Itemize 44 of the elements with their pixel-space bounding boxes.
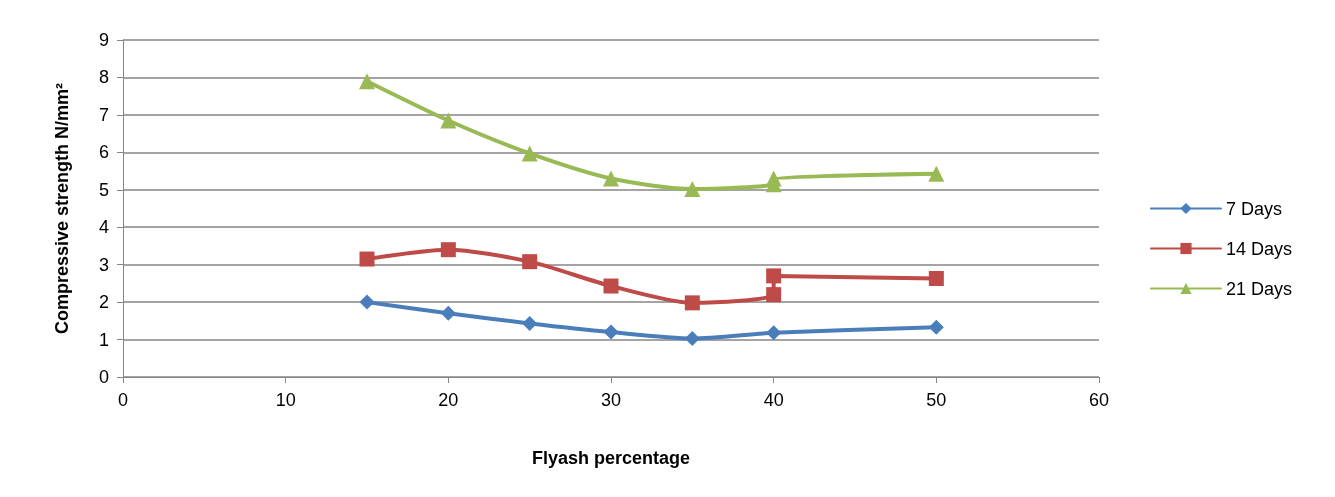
point <box>359 294 375 310</box>
legend-label: 7 Days <box>1225 198 1282 219</box>
point <box>684 330 700 346</box>
y-tick-label: 2 <box>98 292 109 313</box>
x-tick-label: 0 <box>117 390 129 410</box>
point <box>684 181 701 198</box>
x-tick-label: 10 <box>275 390 296 410</box>
legend-label: 21 Days <box>1225 278 1293 299</box>
point <box>928 319 944 335</box>
y-tick-label: 1 <box>98 329 109 350</box>
point <box>766 268 782 284</box>
y-tick-label: 5 <box>98 179 109 200</box>
y-tick-label: 0 <box>98 367 109 387</box>
legend-label: 14 Days <box>1225 238 1293 259</box>
point <box>766 325 782 341</box>
point <box>440 112 457 129</box>
point <box>440 242 456 258</box>
point <box>521 145 538 162</box>
point <box>603 170 619 187</box>
y-tick-label: 3 <box>98 254 109 275</box>
point <box>603 278 619 294</box>
y-tick-label: 7 <box>98 104 109 125</box>
y-tick-label: 8 <box>98 67 109 88</box>
x-axis-title: Flyash percentage <box>531 448 691 468</box>
x-tick-label: 40 <box>763 390 784 410</box>
point <box>522 315 538 331</box>
point <box>928 271 944 287</box>
y-tick-label: 4 <box>98 217 109 238</box>
x-tick-label: 20 <box>438 390 459 410</box>
point <box>603 324 619 340</box>
point <box>440 305 456 321</box>
y-tick-label: 6 <box>98 142 109 163</box>
x-tick-label: 60 <box>1088 390 1110 410</box>
y-tick-label: 9 <box>98 30 109 50</box>
x-tick-label: 50 <box>926 390 947 410</box>
point <box>359 73 375 90</box>
x-tick-label: 30 <box>600 390 622 410</box>
point <box>684 295 700 311</box>
point <box>359 251 375 267</box>
point <box>522 254 538 270</box>
point <box>928 165 945 182</box>
y-axis-title: Compressive strength N/mm² <box>52 82 72 335</box>
point <box>766 287 782 303</box>
point <box>765 170 782 187</box>
